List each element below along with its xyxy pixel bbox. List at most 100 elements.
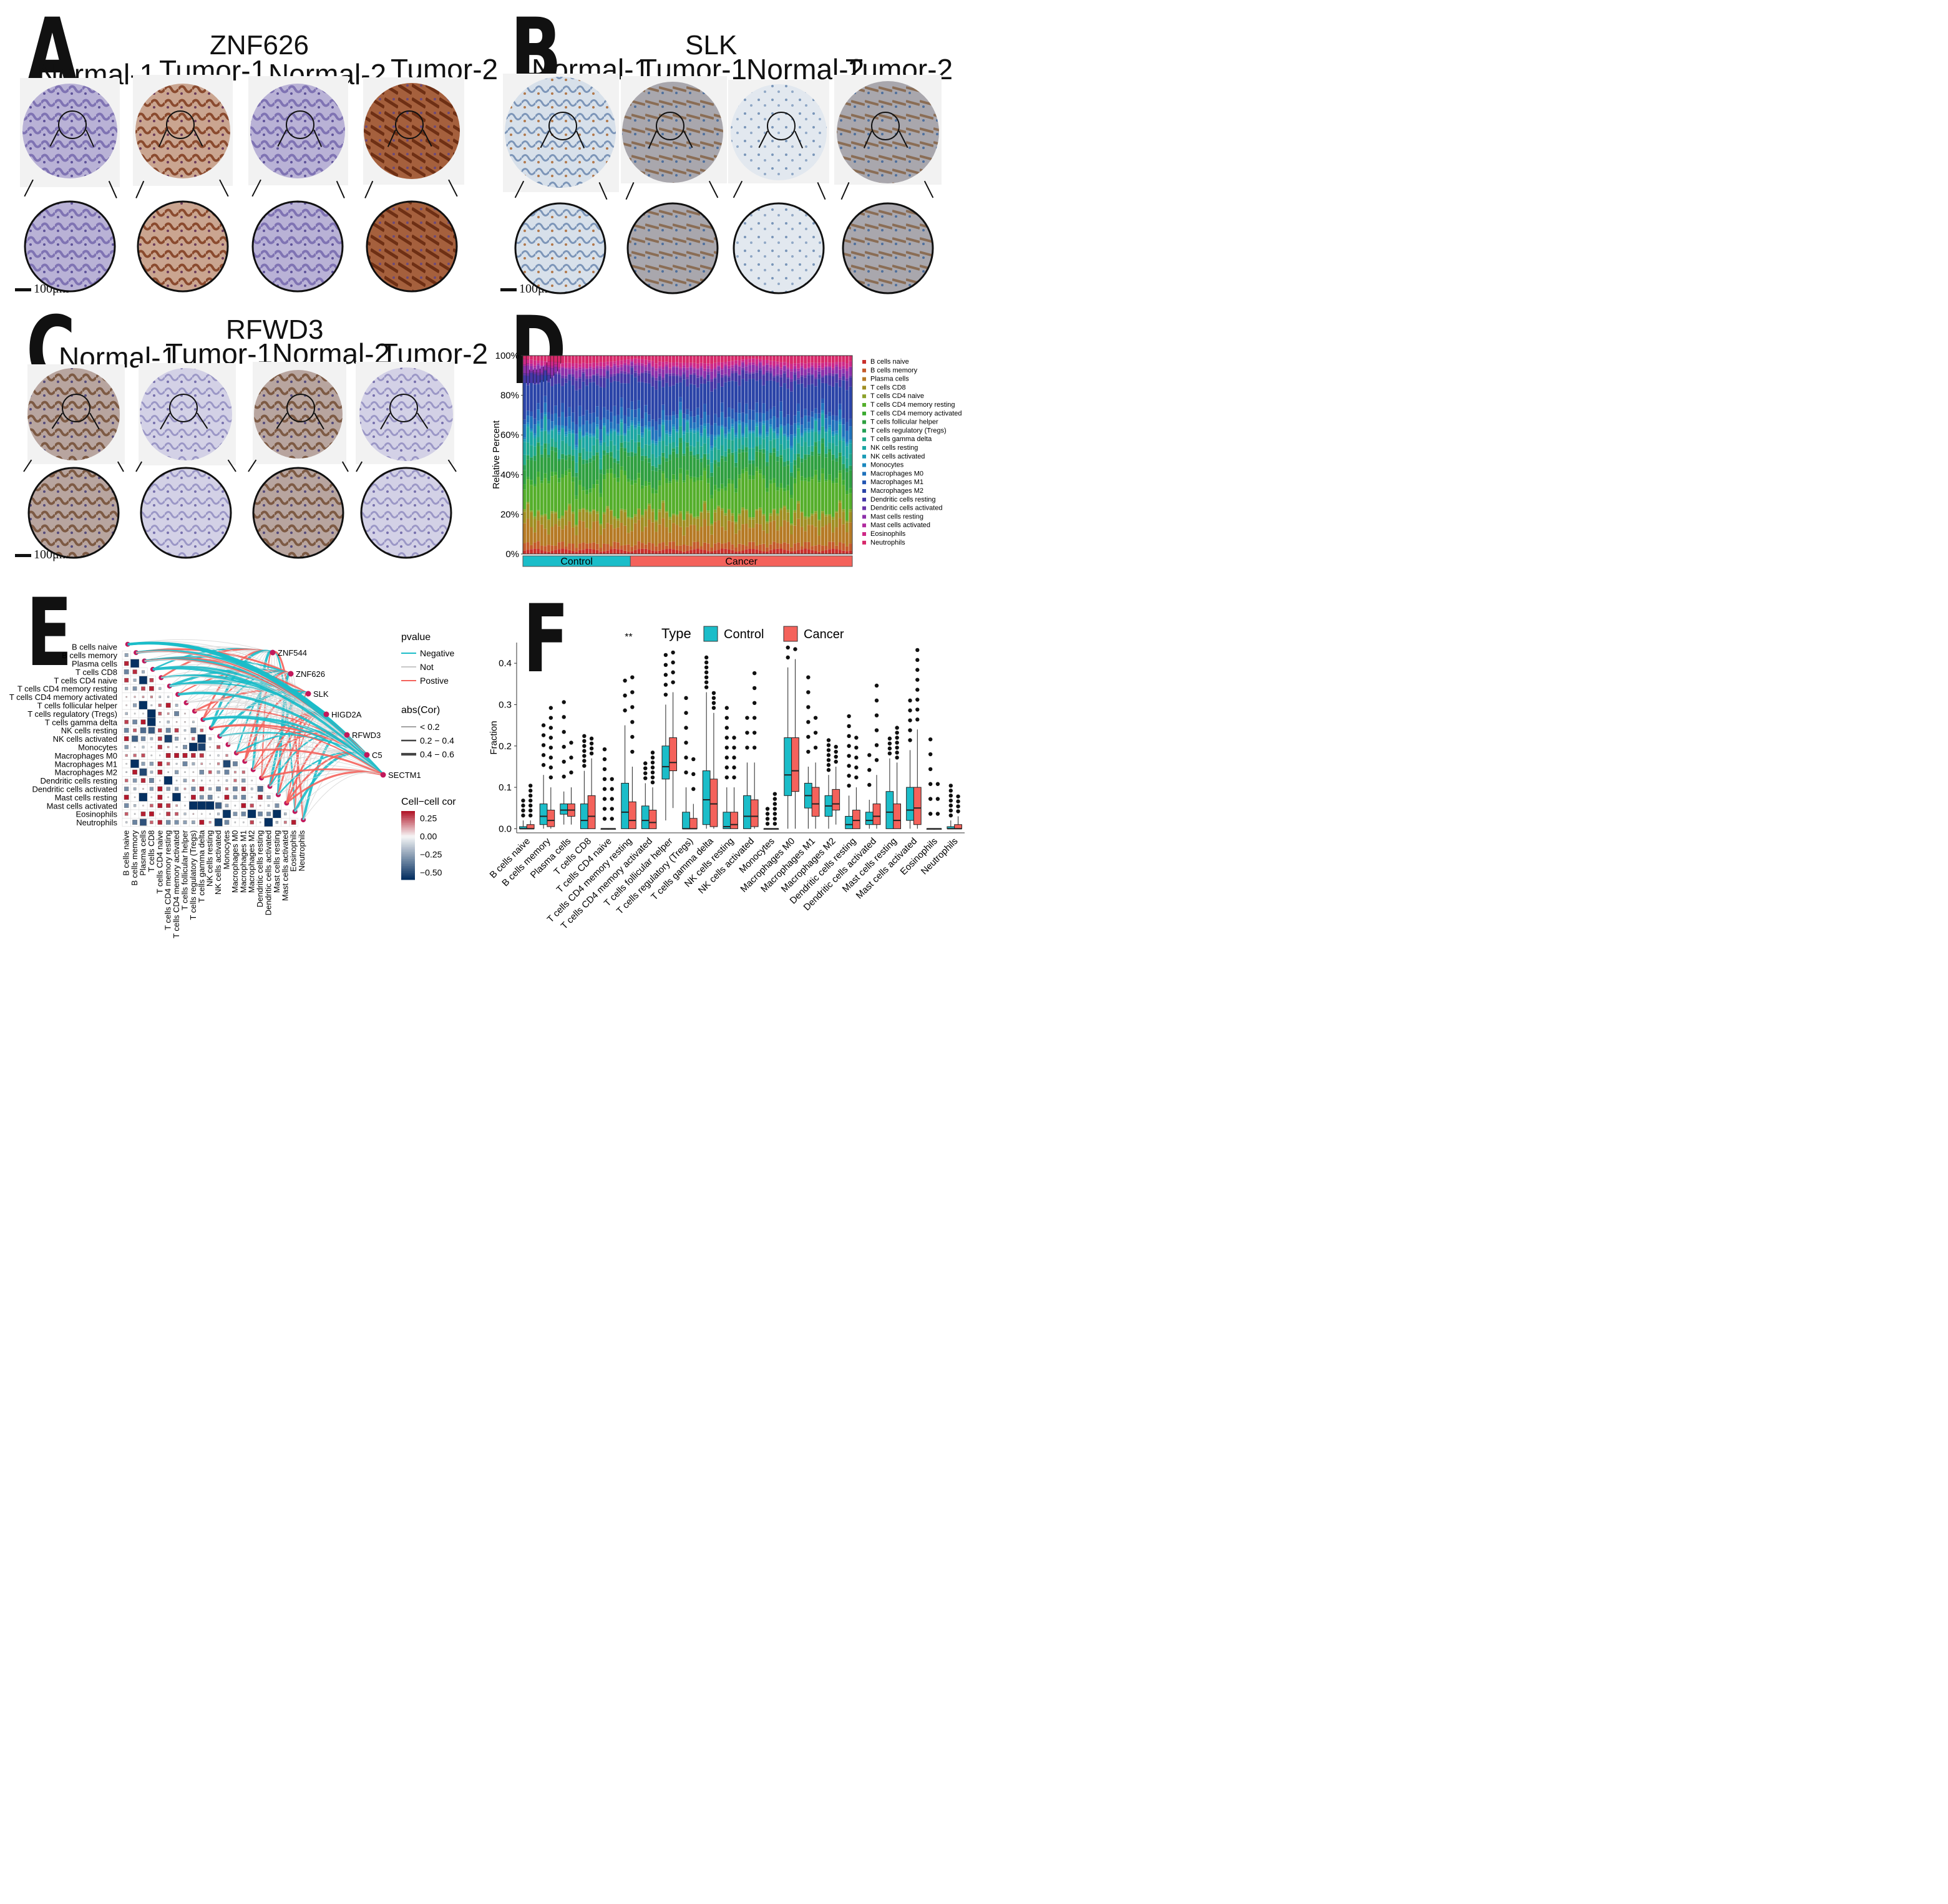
outlier-point [813, 716, 818, 720]
stacked-bar-segment [804, 375, 807, 378]
stacked-bar-segment [689, 374, 693, 384]
stacked-bar-segment [769, 361, 772, 365]
colorbar-title: Cell−cell cor [401, 797, 456, 807]
stacked-bar-segment [811, 550, 814, 554]
stacked-bar-segment [602, 450, 606, 455]
stacked-bar-segment [568, 446, 572, 455]
heatmap-square [157, 794, 163, 800]
stacked-bar-segment [550, 428, 554, 430]
stacked-bar-segment [537, 363, 540, 366]
stacked-bar-segment [564, 460, 568, 471]
stacked-bar-segment [814, 511, 817, 514]
stacked-bar-segment [655, 363, 658, 369]
stacked-bar-segment [786, 367, 790, 369]
heatmap-square [133, 703, 137, 707]
heatmap-square [258, 811, 263, 817]
heatmap-square [158, 712, 162, 716]
stacked-bar-segment [821, 438, 824, 444]
stacked-bar-segment [668, 370, 672, 374]
stacked-bar-segment [602, 366, 606, 369]
stacked-bar-segment [689, 416, 693, 429]
colorbar-step [401, 852, 415, 855]
outlier-point [589, 741, 594, 746]
stacked-bar-segment [564, 470, 568, 476]
stacked-bar-segment [668, 356, 672, 363]
stacked-bar-segment [537, 437, 540, 443]
stacked-bar-segment [842, 437, 845, 439]
stacked-bar-segment [724, 356, 728, 362]
stacked-bar-segment [748, 365, 752, 372]
chart-d-stacked-bar: Relative Percent0%20%40%60%80%100%Contro… [491, 351, 962, 567]
stacked-bar-segment [554, 384, 557, 406]
stacked-bar-segment [779, 428, 783, 445]
chart-f-boxplot: Type Control CancerFraction0.00.10.20.30.4… [488, 626, 965, 931]
heatmap-square [191, 753, 196, 758]
outlier-point [874, 698, 879, 703]
stacked-bar-segment [845, 446, 849, 459]
stacked-bar-segment [568, 416, 572, 429]
outlier-point [623, 678, 627, 683]
stacked-bar-segment [606, 361, 610, 365]
stacked-bar-segment [811, 375, 814, 384]
stacked-bar-segment [696, 441, 699, 454]
stacked-bar-segment [797, 542, 801, 550]
stacked-bar-segment [630, 362, 634, 366]
outlier-point [732, 775, 736, 780]
stacked-bar-segment [606, 454, 610, 470]
stacked-bar-segment [772, 439, 776, 449]
stacked-bar-segment [640, 432, 644, 435]
stacked-bar-segment [741, 524, 745, 545]
stacked-bar-segment [526, 442, 530, 455]
stacked-bar-segment [821, 377, 824, 383]
stacked-bar-segment [724, 361, 728, 364]
legend-label: Postive [420, 676, 449, 686]
stacked-bar-segment [731, 428, 734, 440]
heatmap-square [209, 746, 211, 748]
y-tick-label: 40% [500, 470, 519, 480]
stacked-bar-segment [842, 485, 845, 510]
stacked-bar-segment [606, 419, 610, 432]
stacked-bar-segment [557, 356, 561, 362]
stacked-bar-segment [738, 543, 741, 551]
stacked-bar-segment [592, 374, 596, 376]
heatmap-square [205, 801, 215, 810]
stacked-bar-segment [533, 438, 537, 447]
stacked-bar-segment [533, 360, 537, 366]
outlier-point [724, 716, 729, 720]
stacked-bar-segment [789, 363, 793, 369]
stacked-bar-segment [744, 467, 748, 472]
stacked-bar-segment [623, 475, 627, 510]
outlier-point [826, 753, 831, 757]
heatmap-square [157, 736, 162, 741]
stacked-bar-segment [755, 366, 759, 371]
stacked-bar-segment [821, 443, 824, 469]
outlier-point [854, 775, 859, 780]
stacked-bar-segment [533, 532, 537, 543]
row-label: Mast cells activated [47, 801, 117, 810]
stacked-bar-segment [658, 469, 661, 481]
stacked-bar-segment [842, 424, 845, 437]
stacked-bar-segment [821, 511, 824, 514]
stacked-bar-segment [838, 452, 842, 457]
outlier-point [704, 660, 709, 665]
stacked-bar-segment [738, 360, 741, 366]
stacked-bar-segment [842, 480, 845, 485]
stacked-bar-segment [710, 450, 714, 463]
column-label: T cells follicular helper [180, 830, 190, 910]
stacked-bar-segment [717, 550, 721, 554]
stacked-bar-segment [807, 542, 811, 550]
stacked-bar-segment [599, 523, 603, 526]
legend-swatch [862, 540, 866, 545]
stacked-bar-segment [582, 508, 585, 510]
stacked-bar-segment [655, 371, 658, 378]
stacked-bar-segment [595, 550, 599, 554]
stacked-bar-segment [526, 376, 530, 386]
heatmap-square [132, 736, 139, 742]
stacked-bar-segment [671, 367, 675, 374]
stacked-bar-segment [554, 524, 557, 546]
stacked-bar-segment [689, 428, 693, 430]
stacked-bar-segment [665, 430, 668, 434]
stacked-bar-segment [766, 411, 769, 420]
stacked-bar-segment [668, 386, 672, 416]
stacked-bar-segment [668, 454, 672, 460]
